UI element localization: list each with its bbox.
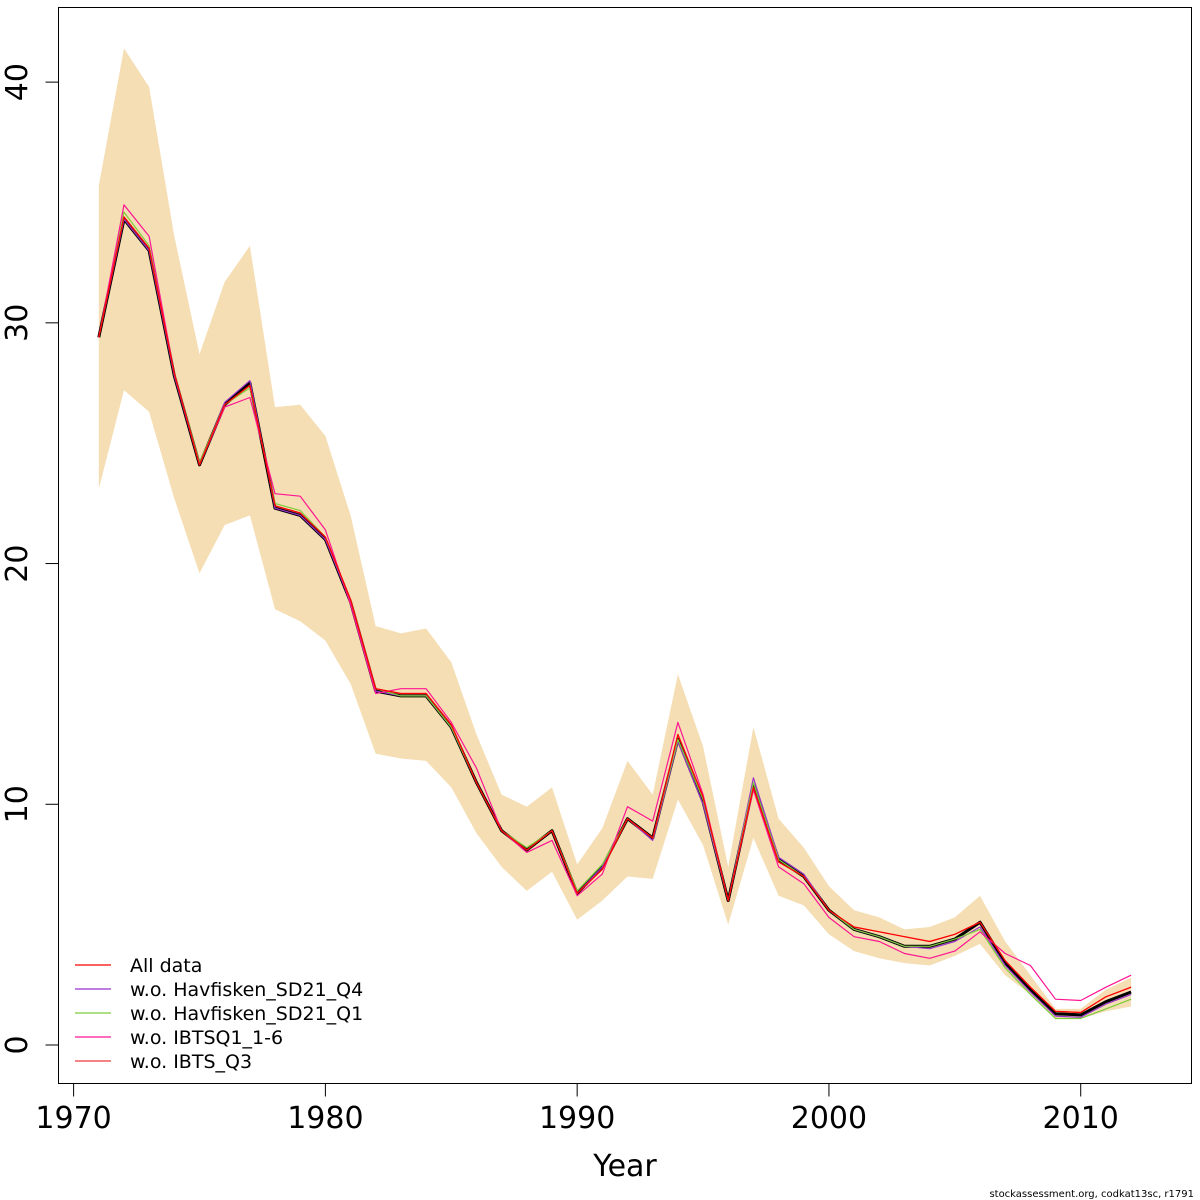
series-line-w-o-ibtsq1-1-6 [98,204,1132,1002]
x-axis: 1970 1980 1990 2000 2010 [35,1083,1119,1136]
legend-label: w.o. IBTSQ1_1-6 [130,1027,283,1049]
y-tick-label: 30 [0,304,35,342]
legend-label: All data [130,955,202,977]
legend-label: w.o. Havfisken_SD21_Q1 [130,1003,363,1025]
y-tick-label: 0 [0,1035,35,1054]
series-layer [97,204,1132,1020]
x-tick-label: 1980 [287,1101,363,1136]
y-tick-label: 20 [0,545,35,583]
confidence-band-layer [98,48,1132,1019]
y-axis: 0 10 20 30 40 [0,63,59,1055]
footer-credit: stockassessment.org, codkat13sc, r1791 [989,1189,1194,1200]
x-tick-label: 1990 [539,1101,615,1136]
legend-label: w.o. IBTS_Q3 [130,1051,252,1073]
legend-label: w.o. Havfisken_SD21_Q4 [130,979,363,1001]
x-axis-title: Year [592,1149,657,1184]
x-tick-label: 2000 [791,1101,867,1136]
y-tick-label: 40 [0,63,35,101]
y-tick-label: 10 [0,785,35,823]
x-tick-label: 2010 [1043,1101,1119,1136]
x-tick-label: 1970 [35,1101,111,1136]
confidence-band [98,48,1132,1019]
plot-frame [58,7,1192,1084]
series-line-all-data [98,216,1132,1014]
